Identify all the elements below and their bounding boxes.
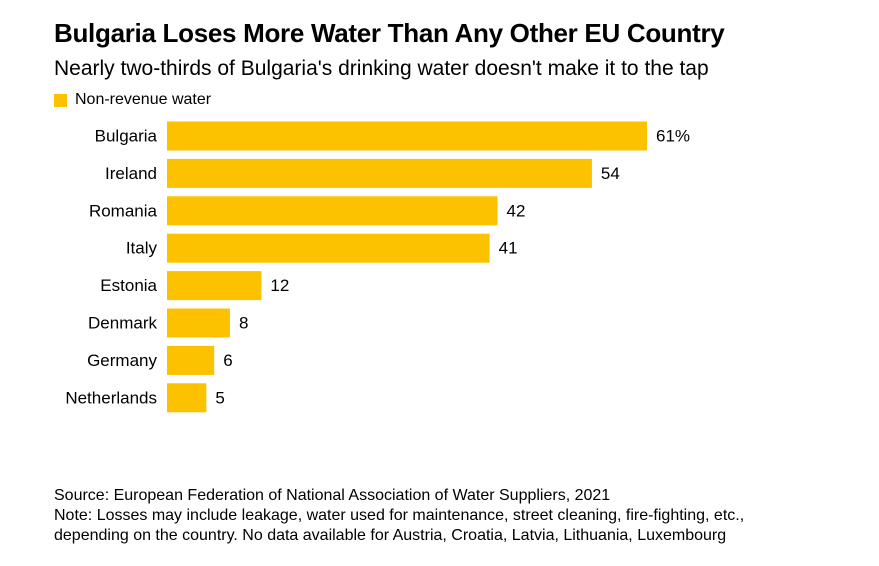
legend-swatch [54,93,67,107]
value-label-romania: 42 [506,201,525,220]
value-label-denmark: 8 [239,314,248,333]
bar-romania [167,196,498,226]
category-label-germany: Germany [87,351,157,370]
value-label-bulgaria: 61% [656,127,690,146]
category-label-netherlands: Netherlands [65,388,157,407]
bar-germany [167,345,215,375]
value-label-ireland: 54 [601,164,620,183]
chart-title: Bulgaria Loses More Water Than Any Other… [54,18,725,48]
category-label-ireland: Ireland [105,164,157,183]
bar-italy [167,233,490,263]
footnote-line-2: depending on the country. No data availa… [54,527,727,544]
bar-denmark [167,308,230,338]
category-label-estonia: Estonia [100,276,157,295]
value-label-germany: 6 [223,351,232,370]
category-label-italy: Italy [126,239,158,258]
bar-bulgaria [167,121,647,151]
chart-legend: Non-revenue water [54,91,211,109]
chart-footer: Source: European Federation of National … [54,486,744,546]
bar-estonia [167,271,262,301]
category-label-denmark: Denmark [88,314,157,333]
source-note: Source: European Federation of National … [54,487,611,504]
category-label-bulgaria: Bulgaria [95,127,158,146]
bar-netherlands [167,383,207,413]
value-label-estonia: 12 [270,276,289,295]
category-label-romania: Romania [89,201,158,220]
value-label-italy: 41 [499,239,518,258]
footnote-line-1: Note: Losses may include leakage, water … [54,507,745,524]
legend-label: Non-revenue water [75,91,212,108]
value-label-netherlands: 5 [215,388,224,407]
bar-ireland [167,158,592,188]
chart-subtitle: Nearly two-thirds of Bulgaria's drinking… [54,57,709,80]
